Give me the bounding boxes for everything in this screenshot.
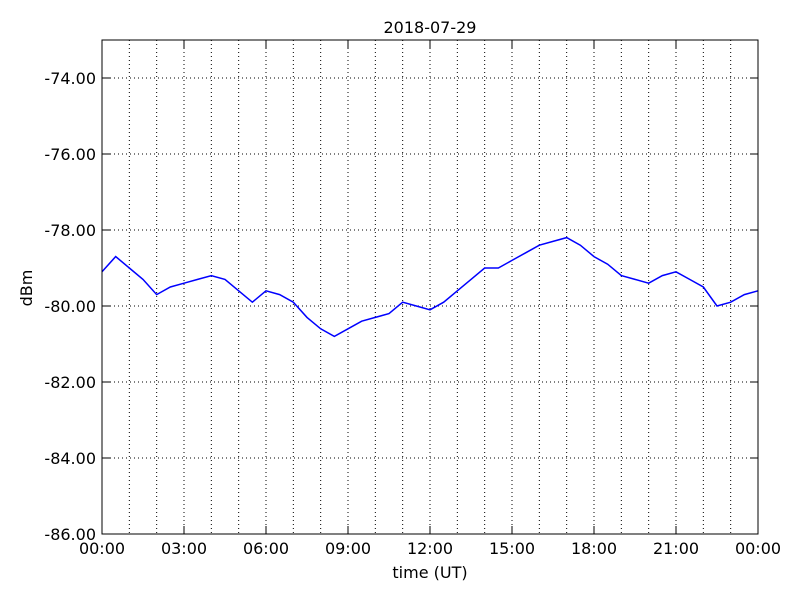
data-line [101, 236, 759, 338]
y-tick-label: -84.00 [44, 449, 96, 468]
x-tick-label: 21:00 [653, 539, 699, 558]
y-tick-label: -74.00 [44, 69, 96, 88]
y-axis-label: dBm [17, 270, 36, 307]
y-tick-label: -76.00 [44, 145, 96, 164]
x-tick-label: 15:00 [489, 539, 535, 558]
x-axis-label: time (UT) [392, 563, 467, 582]
y-tick-label: -86.00 [44, 525, 96, 544]
y-tick-label: -82.00 [44, 373, 96, 392]
x-tick-label: 00:00 [735, 539, 781, 558]
x-tick-label: 12:00 [407, 539, 453, 558]
y-tick-label: -80.00 [44, 297, 96, 316]
x-tick-label: 03:00 [161, 539, 207, 558]
plot-frame [101, 39, 759, 535]
x-tick-label: 09:00 [325, 539, 371, 558]
x-tick-label: 18:00 [571, 539, 617, 558]
x-tick-label: 06:00 [243, 539, 289, 558]
y-tick-label: -78.00 [44, 221, 96, 240]
chart-title: 2018-07-29 [384, 18, 477, 37]
x-tick-label: 00:00 [79, 539, 125, 558]
